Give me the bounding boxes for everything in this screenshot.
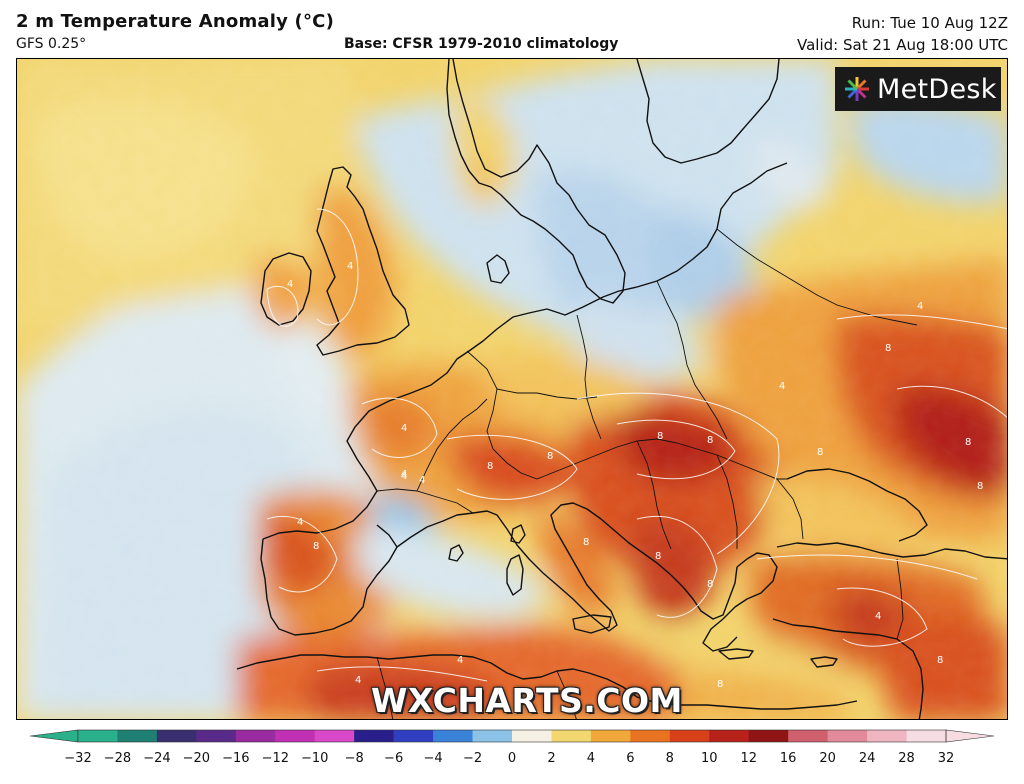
colorbar-tick-label: −8: [345, 751, 364, 766]
colorbar-segment: [551, 730, 592, 742]
colorbar-tick-label: 24: [859, 751, 876, 766]
colorbar-tick-label: 32: [938, 751, 955, 766]
colorbar-tick-label: −32: [64, 751, 91, 766]
field-texture: [17, 59, 1007, 719]
colorbar-segment: [748, 730, 789, 742]
contour-label: 4: [457, 655, 463, 666]
contour-label: 8: [313, 541, 319, 552]
colorbar: −32 −28 −24 −20 −16 −12 −10 −8 −6 −4 −2 0 2 4 6 8 10 12 16…: [29, 729, 995, 766]
contour-lines: [266, 208, 1007, 682]
colorbar-tick-label: 6: [626, 751, 634, 766]
colorbar-segment: [472, 730, 513, 742]
colorbar-segment: [709, 730, 750, 742]
colorbar-tick-label: −16: [222, 751, 249, 766]
colorbar-segment: [669, 730, 710, 742]
contour-label: 4: [287, 279, 293, 290]
anomaly-map: 4 4 4 4 4 8 8 8 8 8 4 4 8 4 8 4 8 8 4 8 …: [16, 58, 1008, 720]
contour-label: 4: [779, 381, 785, 392]
contour-label: 8: [707, 579, 713, 590]
colorbar-segment: [354, 730, 395, 742]
model-label: GFS 0.25°: [16, 36, 87, 52]
colorbar-tick-label: 28: [898, 751, 915, 766]
contour-label: 8: [583, 537, 589, 548]
colorbar-tick-label: −24: [143, 751, 170, 766]
contour-label: 4: [917, 301, 923, 312]
colorbar-segment: [78, 730, 118, 742]
colorbar-segment: [433, 730, 474, 742]
colorbar-tick-label: −2: [463, 751, 482, 766]
colorbar-tick-label: 0: [508, 751, 516, 766]
climatology-base-label: Base: CFSR 1979-2010 climatology: [344, 36, 619, 52]
contour-label: 8: [487, 461, 493, 472]
contour-label: 8: [965, 437, 971, 448]
chart-title: 2 m Temperature Anomaly (°C): [16, 11, 334, 32]
colorbar-tick-label: −6: [384, 751, 403, 766]
contour-label: 4: [419, 475, 425, 486]
anomaly-map-canvas: 4 4 4 4 4 8 8 8 8 8 4 4 8 4 8 4 8 8 4 8 …: [17, 59, 1007, 719]
colorbar-tick-label: 16: [780, 751, 797, 766]
colorbar-segment: [906, 730, 947, 742]
colorbar-tick-label: −20: [183, 751, 210, 766]
contour-labels: 4 4 4 4 4 8 8 8 8 8 4 4 8 4 8 4 8 8 4 8 …: [287, 261, 983, 690]
colorbar-segment: [867, 730, 908, 742]
contour-label: 4: [401, 423, 407, 434]
colorbar-tick-label: 12: [740, 751, 757, 766]
wxcharts-watermark: WXCHARTS.COM: [371, 681, 683, 720]
contour-label: 4: [401, 471, 407, 482]
colorbar-tick-label: 2: [547, 751, 555, 766]
colorbar-tick-label: 8: [666, 751, 674, 766]
colorbar-segment: [196, 730, 237, 742]
colorbar-segment: [156, 730, 197, 742]
contour-label: 8: [547, 451, 553, 462]
contour-label: 8: [655, 551, 661, 562]
colorbar-segment: [630, 730, 671, 742]
colorbar-tick-label: −28: [104, 751, 131, 766]
colorbar-segment: [788, 730, 829, 742]
colorbar-extend-high: [945, 729, 995, 743]
contour-label: 4: [875, 611, 881, 622]
metdesk-logo-text: MetDesk: [877, 73, 997, 105]
contour-label: 8: [707, 435, 713, 446]
colorbar-segment: [275, 730, 316, 742]
colorbar-segment: [512, 730, 552, 742]
colorbar-extend-low: [29, 729, 79, 743]
valid-time-label: Valid: Sat 21 Aug 18:00 UTC: [797, 36, 1008, 54]
colorbar-tick-label: 4: [587, 751, 595, 766]
run-time-label: Run: Tue 10 Aug 12Z: [851, 14, 1008, 32]
metdesk-logo: MetDesk: [835, 67, 1001, 111]
colorbar-tick-label: 20: [819, 751, 836, 766]
contour-label: 8: [817, 447, 823, 458]
contour-label: 4: [347, 261, 353, 272]
contour-label: 4: [355, 675, 361, 686]
contour-label: 8: [977, 481, 983, 492]
colorbar-segment: [314, 730, 355, 742]
contour-label: 8: [937, 655, 943, 666]
colorbar-tick-label: −4: [424, 751, 443, 766]
contour-label: 4: [297, 517, 303, 528]
colorbar-segment: [117, 730, 158, 742]
colorbar-segment: [235, 730, 276, 742]
contour-label: 4: [401, 469, 407, 480]
colorbar-tick-label: 10: [701, 751, 718, 766]
colorbar-tick-label: −12: [262, 751, 289, 766]
colorbar-border: [77, 729, 947, 743]
contour-label: 8: [885, 343, 891, 354]
contour-label: 8: [657, 431, 663, 442]
metdesk-flower-icon: [845, 77, 869, 101]
contour-label: 8: [717, 679, 723, 690]
coastlines: [236, 59, 1007, 719]
colorbar-segment: [393, 730, 434, 742]
colorbar-segment: [827, 730, 868, 742]
colorbar-segment: [590, 730, 631, 742]
colorbar-tick-label: −10: [301, 751, 328, 766]
